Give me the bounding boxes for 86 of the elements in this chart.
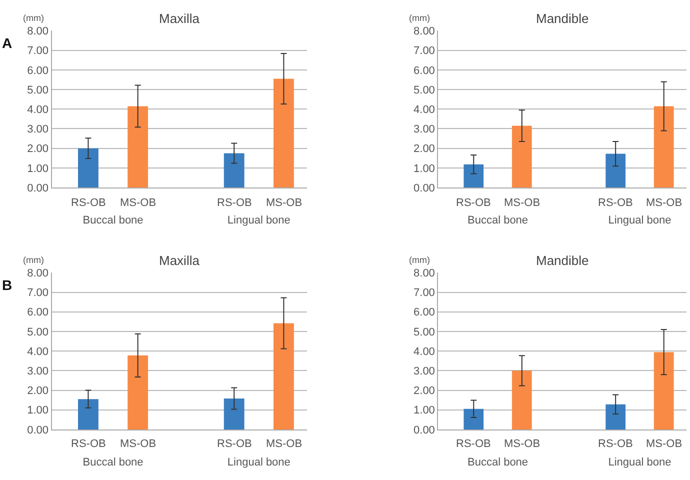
y-tick-label: 2.00 [414, 143, 435, 156]
text: MS-OB [504, 438, 540, 450]
y-tick-label: 6.00 [27, 306, 49, 319]
x-tick-label: Lingual bone [608, 456, 672, 469]
x-tick-label: Lingual bone [227, 456, 290, 469]
y-tick-label: 1.00 [414, 404, 435, 417]
y-tick-label: 7.00 [414, 287, 435, 300]
y-axis-title: (mm) [23, 255, 44, 265]
y-tick-label: 6.00 [414, 64, 435, 77]
series-label: RS-OB [456, 197, 491, 209]
y-tick-label: 2.00 [414, 385, 435, 398]
bar [654, 352, 674, 430]
text: RS-OB [71, 438, 106, 450]
bar [224, 398, 244, 430]
text: RS-OB [71, 197, 106, 209]
x-tick-label: Buccal bone [82, 456, 144, 469]
chart-title: Mandible [536, 253, 589, 268]
bar [78, 148, 98, 188]
series-label: RS-OB [217, 197, 252, 209]
y-tick-label: 8.00 [414, 26, 435, 38]
y-tick-label: 3.00 [27, 366, 49, 378]
y-tick-label: 0.00 [27, 182, 49, 194]
bar [512, 370, 532, 430]
series-label: RS-OB [456, 438, 491, 450]
y-axis-title: (mm) [409, 255, 430, 265]
bar [464, 164, 484, 188]
text: A [2, 35, 12, 51]
x-tick-label: Buccal bone [467, 456, 528, 469]
y-tick-label: 0.00 [27, 424, 49, 436]
y-tick-label: 6.00 [414, 306, 435, 319]
y-tick-label: 6.00 [27, 64, 49, 77]
bar [128, 106, 148, 188]
y-tick-label: 2.00 [27, 143, 49, 156]
text: MS-OB [120, 438, 156, 450]
y-tick-label: 3.00 [27, 124, 49, 136]
y-tick-label: 5.00 [27, 84, 49, 96]
y-tick-label: 3.00 [414, 124, 435, 136]
y-tick-label: 0.00 [414, 182, 435, 194]
y-tick-label: 5.00 [27, 326, 49, 338]
y-tick-label: 2.00 [27, 385, 49, 398]
y-tick-label: 4.00 [414, 346, 435, 358]
y-tick-label: 7.00 [27, 287, 49, 300]
y-tick-label: 3.00 [414, 366, 435, 378]
y-tick-label: 8.00 [27, 26, 49, 38]
bar [128, 355, 148, 430]
y-tick-label: 4.00 [27, 104, 49, 116]
y-axis-title: (mm) [409, 13, 430, 23]
text: B [2, 277, 12, 293]
text: MS-OB [504, 197, 540, 209]
y-tick-label: 8.00 [27, 268, 49, 280]
y-tick-label: 4.00 [27, 346, 49, 358]
series-label: MS-OB [646, 197, 682, 209]
y-tick-label: 8.00 [414, 268, 435, 280]
text: MS-OB [120, 197, 156, 209]
y-tick-label: 1.00 [27, 162, 49, 175]
series-label: RS-OB [217, 438, 252, 450]
chart-title: Maxilla [159, 11, 200, 26]
bar [606, 404, 626, 430]
series-label: MS-OB [266, 197, 302, 209]
y-tick-label: 1.00 [414, 162, 435, 175]
x-tick-label: Buccal bone [82, 214, 144, 227]
series-label: MS-OB [266, 438, 302, 450]
x-tick-label: Buccal bone [467, 214, 528, 227]
y-tick-label: 4.00 [414, 104, 435, 116]
bar [654, 106, 674, 188]
bar [464, 408, 484, 430]
bar [512, 126, 532, 188]
bar [274, 323, 294, 430]
y-tick-label: 5.00 [414, 326, 435, 338]
chart-title: Mandible [536, 11, 589, 26]
bar [224, 153, 244, 188]
y-axis-title: (mm) [23, 13, 44, 23]
y-tick-label: 1.00 [27, 404, 49, 417]
y-tick-label: 7.00 [414, 45, 435, 58]
bar [274, 78, 294, 188]
y-tick-label: 0.00 [414, 424, 435, 436]
text: RS-OB [598, 197, 633, 209]
chart-title: Maxilla [159, 253, 200, 268]
y-tick-label: 7.00 [27, 45, 49, 58]
y-tick-label: 5.00 [414, 84, 435, 96]
series-label: MS-OB [646, 438, 682, 450]
bar [78, 399, 98, 430]
text: RS-OB [598, 438, 633, 450]
x-tick-label: Lingual bone [227, 214, 290, 227]
x-tick-label: Lingual bone [608, 214, 672, 227]
bar [606, 154, 626, 188]
